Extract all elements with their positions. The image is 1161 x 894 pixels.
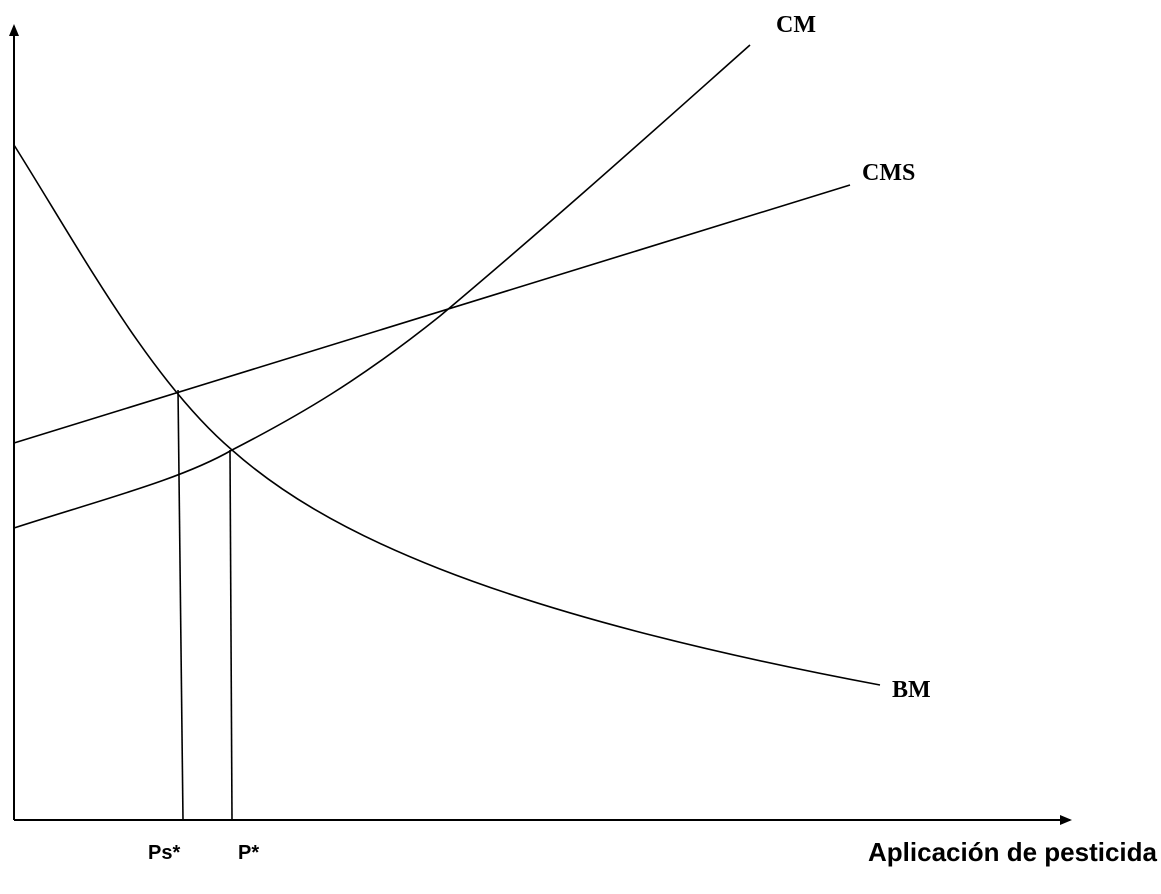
bm-curve — [13, 144, 881, 686]
cm-label: CM — [776, 12, 816, 38]
ps-marker-label: Ps* — [148, 842, 180, 864]
p-drop-line — [229, 449, 233, 821]
x-axis-label: Aplicación de pesticida — [868, 837, 1158, 867]
p-marker-label: P* — [238, 842, 259, 864]
bm-label: BM — [892, 677, 931, 703]
ps-drop-line — [177, 389, 184, 821]
cms-label: CMS — [862, 160, 915, 186]
cms-line — [13, 184, 851, 444]
cm-curve — [13, 44, 751, 529]
